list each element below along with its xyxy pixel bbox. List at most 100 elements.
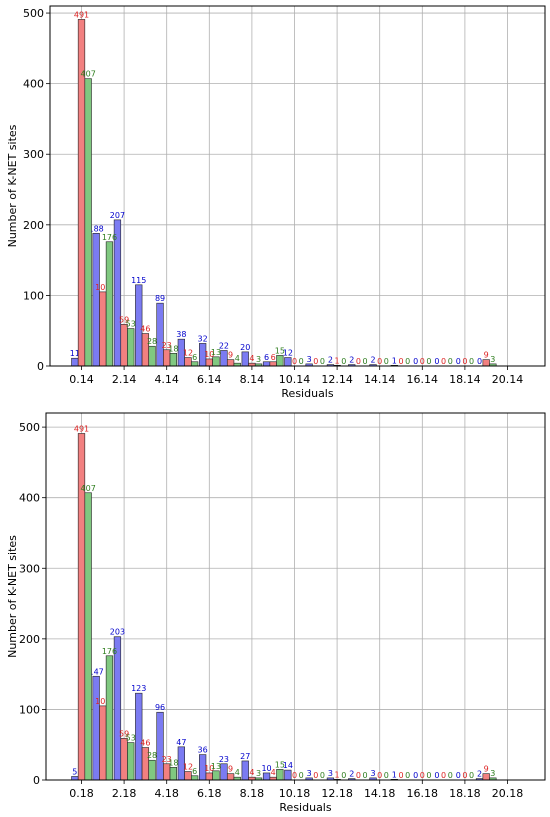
- data-label: 2: [328, 356, 333, 365]
- data-label: 23: [219, 755, 229, 764]
- data-label: 491: [74, 424, 89, 433]
- x-tick-label: 10.18: [279, 787, 311, 800]
- y-tick-label: 0: [37, 360, 44, 373]
- data-label: 0: [299, 357, 304, 366]
- data-label: 1: [392, 356, 397, 365]
- bar: [226, 773, 235, 781]
- data-label: 0: [456, 771, 461, 780]
- data-label: 4: [235, 354, 240, 363]
- data-label: 22: [219, 341, 229, 350]
- data-label: 0: [398, 357, 403, 366]
- data-label: 407: [81, 70, 96, 79]
- data-label: 0: [477, 357, 482, 366]
- data-label: 4: [235, 768, 240, 777]
- x-tick-label: 12.18: [321, 787, 353, 800]
- x-tick-label: 20.14: [492, 373, 524, 386]
- data-label: 0: [413, 771, 418, 780]
- data-label: 14: [283, 761, 293, 770]
- bar: [127, 742, 135, 781]
- x-tick-label: 0.14: [69, 373, 94, 386]
- data-label: 5: [72, 767, 77, 776]
- bar: [482, 359, 490, 367]
- data-label: 0: [405, 357, 410, 366]
- data-label: 59: [119, 315, 129, 324]
- data-label: 0: [377, 357, 382, 366]
- data-label: 0: [299, 771, 304, 780]
- bar: [191, 775, 199, 781]
- data-label: 9: [228, 765, 233, 774]
- data-label: 3: [370, 769, 375, 778]
- data-label: 123: [131, 684, 146, 693]
- data-label: 0: [413, 357, 418, 366]
- data-label: 188: [89, 224, 104, 233]
- data-label: 10: [204, 350, 214, 359]
- data-label: 0: [462, 357, 467, 366]
- data-label: 6: [192, 353, 197, 362]
- bar: [113, 219, 122, 367]
- bar: [148, 345, 156, 367]
- bar: [156, 711, 164, 781]
- data-label: 32: [198, 334, 208, 343]
- data-label: 96: [155, 703, 165, 712]
- bar: [212, 356, 220, 367]
- data-label: 20: [240, 343, 250, 352]
- data-label: 28: [147, 751, 157, 760]
- x-tick-label: 16.18: [407, 787, 439, 800]
- bar: [113, 636, 122, 781]
- data-label: 0: [456, 357, 461, 366]
- bar: [169, 766, 177, 781]
- data-label: 3: [256, 769, 261, 778]
- data-label: 0: [292, 357, 297, 366]
- bar: [269, 361, 277, 367]
- data-label: 0: [313, 357, 318, 366]
- bar: [220, 763, 228, 781]
- bar: [99, 291, 107, 367]
- data-label: 18: [168, 758, 178, 767]
- y-tick-label: 500: [23, 7, 44, 20]
- y-tick-label: 100: [23, 289, 44, 302]
- x-axis-label: Residuals: [281, 387, 333, 400]
- bar: [284, 357, 292, 367]
- data-label: 2: [349, 770, 354, 779]
- x-tick-label: 2.18: [112, 787, 137, 800]
- y-axis-label: Number of K-NET sites: [6, 535, 19, 658]
- x-tick-label: 10.14: [279, 373, 311, 386]
- data-label: 47: [176, 738, 186, 747]
- x-tick-label: 14.14: [364, 373, 396, 386]
- data-label: 0: [313, 771, 318, 780]
- data-label: 9: [228, 351, 233, 360]
- x-tick-label: 4.14: [154, 373, 179, 386]
- data-label: 38: [176, 330, 186, 339]
- bar: [284, 769, 292, 781]
- data-label: 12: [183, 349, 193, 358]
- data-label: 0: [448, 357, 453, 366]
- data-label: 105: [95, 697, 110, 706]
- data-label: 0: [434, 357, 439, 366]
- bar: [148, 759, 156, 781]
- data-label: 0: [462, 771, 467, 780]
- y-tick-label: 500: [19, 421, 40, 434]
- data-label: 53: [126, 734, 136, 743]
- data-label: 0: [405, 771, 410, 780]
- data-label: 3: [307, 355, 312, 364]
- bar: [156, 302, 164, 367]
- data-label: 0: [320, 357, 325, 366]
- y-axis-label: Number of K-NET sites: [6, 124, 19, 247]
- data-label: 0: [384, 357, 389, 366]
- bar: [105, 241, 114, 367]
- data-label: 407: [81, 484, 96, 493]
- x-tick-label: 2.14: [112, 373, 137, 386]
- data-label: 9: [484, 351, 489, 360]
- x-tick-label: 4.18: [154, 787, 179, 800]
- bar: [184, 771, 192, 781]
- data-label: 0: [356, 357, 361, 366]
- bar: [71, 357, 79, 367]
- data-label: 0: [441, 357, 446, 366]
- data-label: 36: [198, 746, 208, 755]
- data-label: 491: [74, 10, 89, 19]
- data-label: 6: [192, 767, 197, 776]
- x-tick-label: 6.18: [197, 787, 222, 800]
- data-label: 6: [271, 353, 276, 362]
